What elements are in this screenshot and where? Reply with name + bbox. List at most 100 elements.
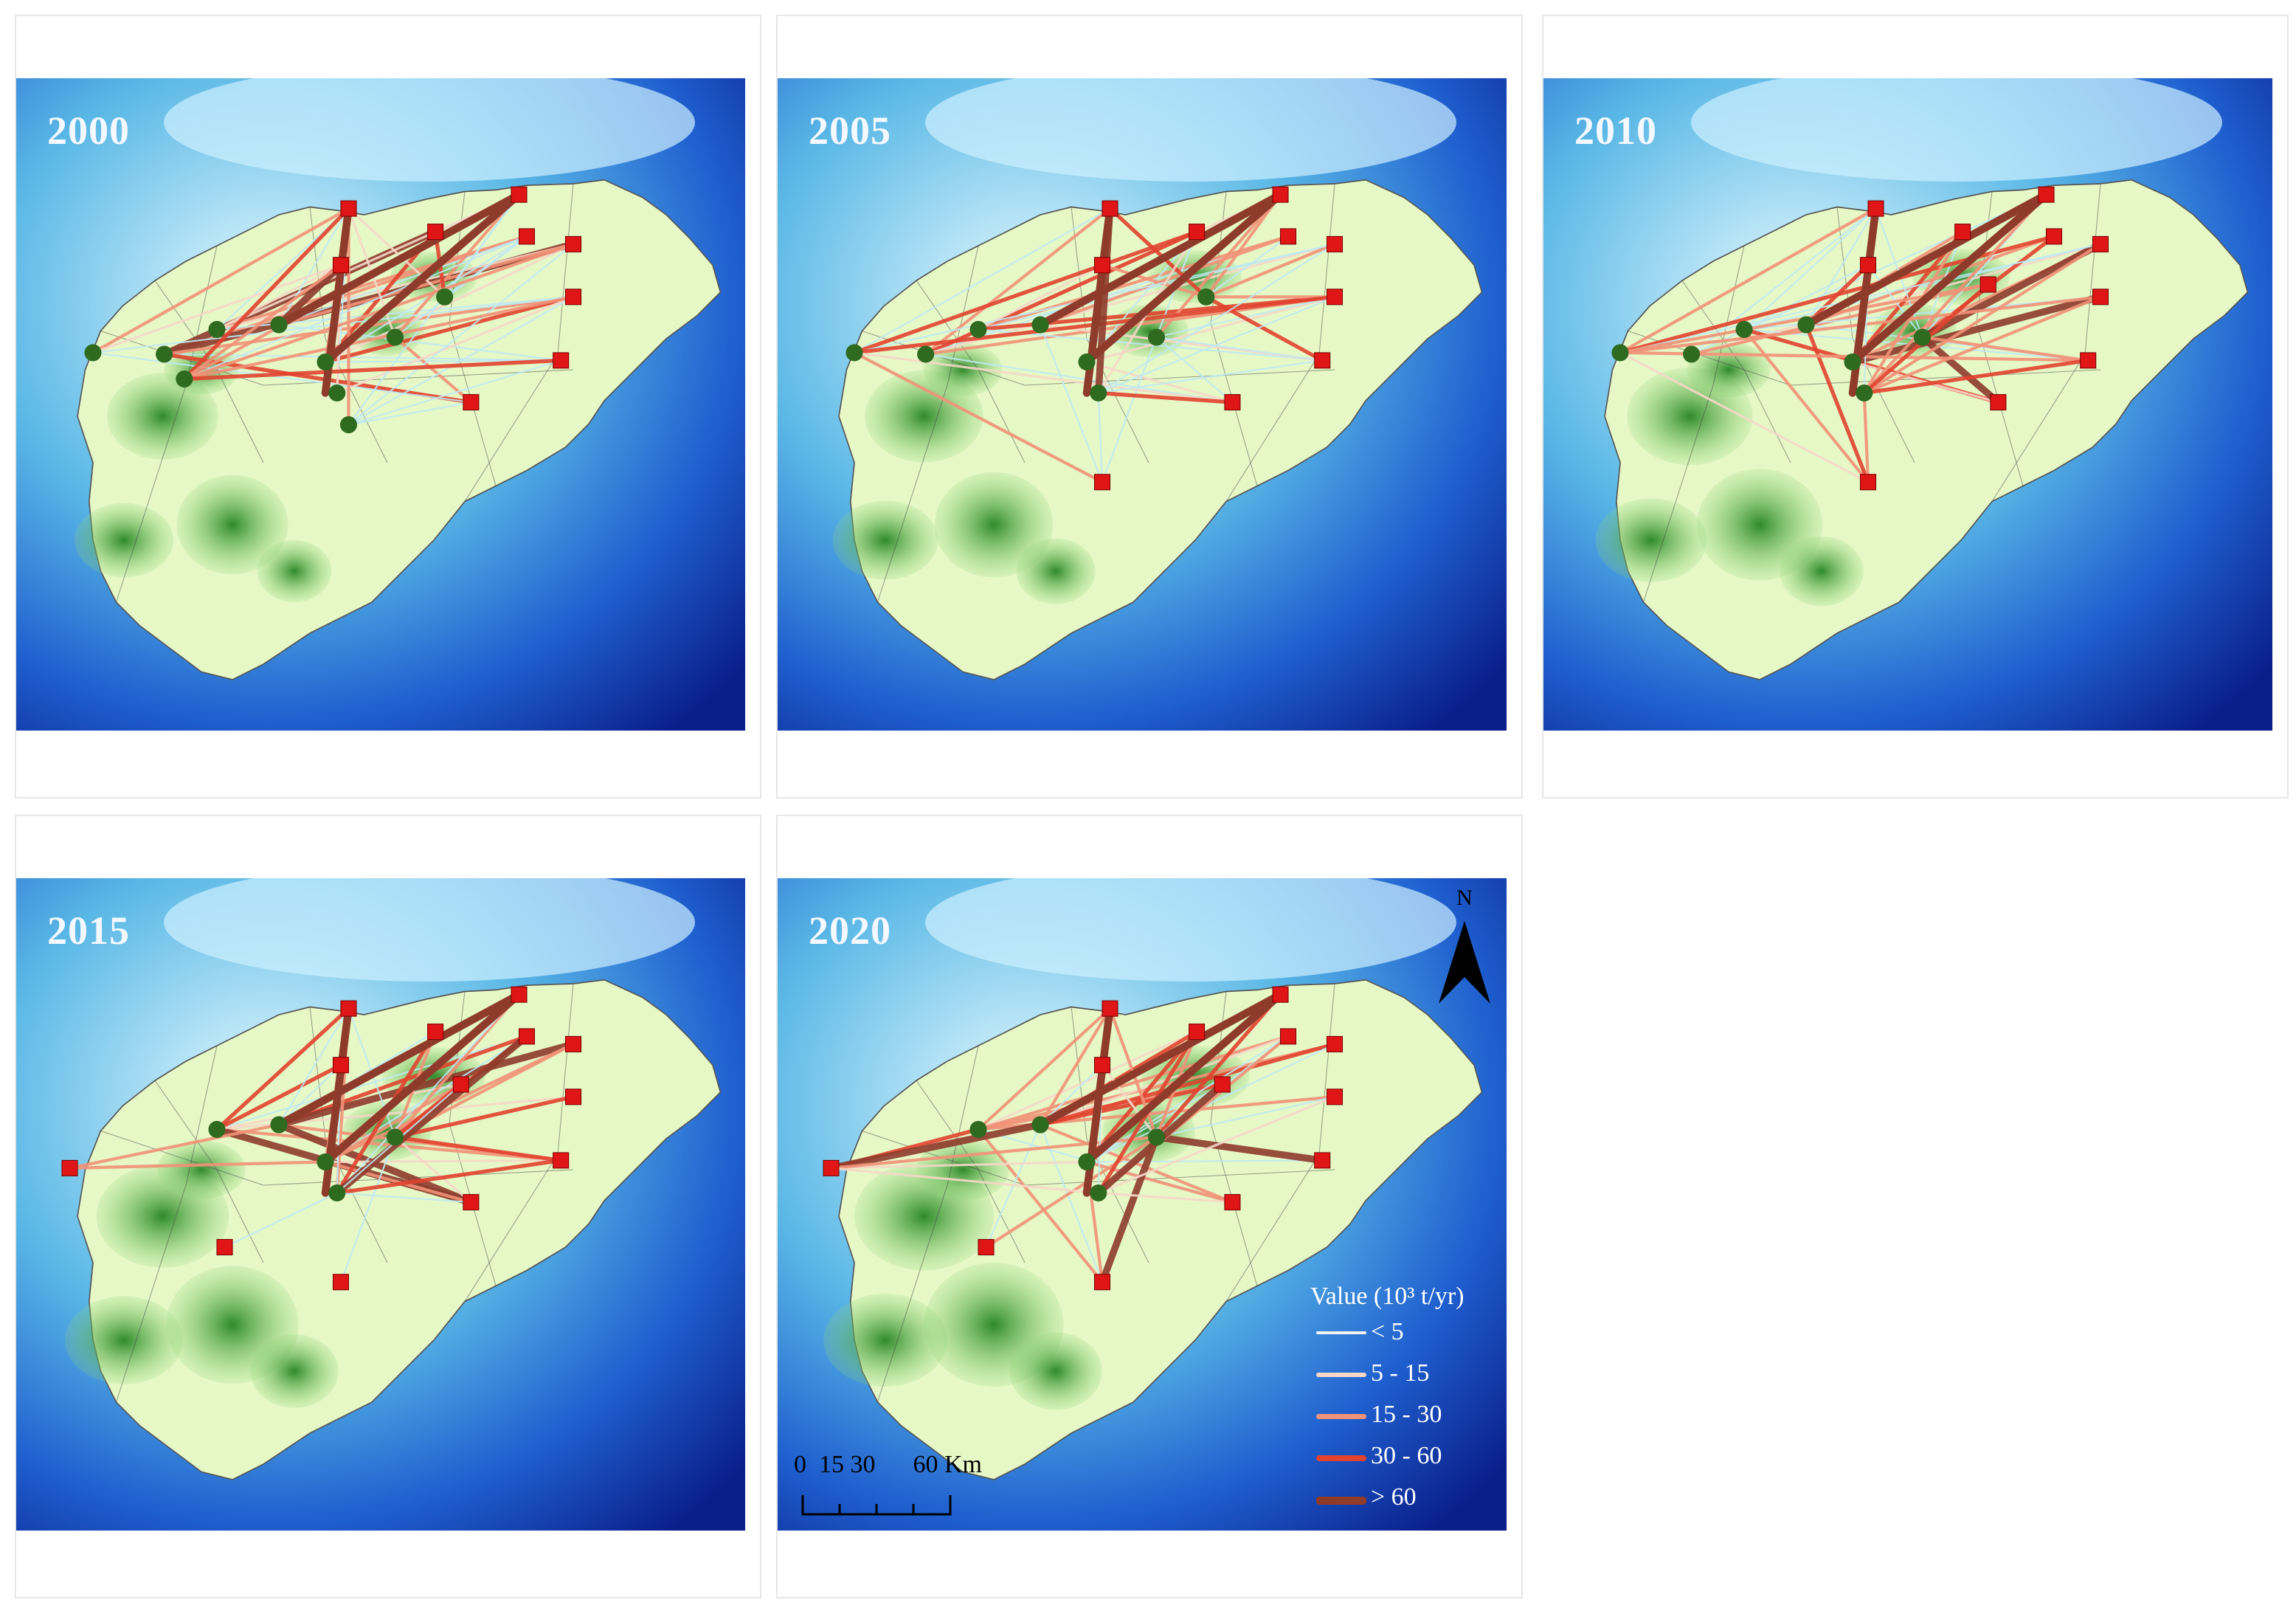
flow-line (1204, 242, 1337, 299)
sink-node (1224, 394, 1241, 411)
source-node (969, 1120, 987, 1138)
forest-patch (832, 500, 938, 580)
flow-line-major (1802, 190, 2050, 329)
flow-line (215, 1035, 528, 1131)
island-map-svg (778, 78, 1507, 731)
legend-line-swatch (1316, 1373, 1366, 1377)
flow-line (182, 263, 343, 381)
flow-line (1619, 351, 1870, 483)
source-node (917, 345, 935, 363)
flow-line (923, 230, 1199, 356)
flow-line (215, 243, 575, 331)
flow-line (215, 1006, 351, 1132)
north-arrow: N (1431, 886, 1498, 1011)
flow-line (91, 207, 350, 354)
source-node (1197, 288, 1215, 306)
sink-node (1990, 394, 2007, 411)
source-node (846, 344, 863, 362)
sink-node (340, 1000, 357, 1017)
sink-node (1867, 200, 1884, 217)
flow-line (1107, 206, 1208, 299)
sink-node (553, 1152, 570, 1169)
flow-line (1085, 1083, 1223, 1163)
flow-line (277, 242, 575, 327)
county-boundary (1210, 191, 1258, 486)
flow-line (277, 207, 350, 326)
flow-line (1039, 1035, 1290, 1126)
forest-patch (257, 540, 332, 602)
county-boundary (1643, 245, 1745, 603)
flow-line (91, 263, 342, 354)
sink-node (1093, 1057, 1111, 1074)
forest-patch (157, 1140, 246, 1199)
panel-card-2005: 2005 (776, 15, 1523, 798)
flow-line (1085, 360, 1234, 404)
sink-node (1859, 257, 1877, 274)
sink-node (1314, 1152, 1331, 1169)
shallow-sea (164, 878, 695, 982)
source-node (1031, 316, 1049, 334)
source-node (1797, 316, 1815, 334)
flow-line (68, 1122, 281, 1170)
flow-line (91, 351, 472, 404)
source-node (386, 328, 404, 346)
sink-node (332, 1057, 350, 1074)
flow-line (1204, 294, 1324, 363)
flow-line (347, 296, 575, 426)
sink-node (823, 1159, 840, 1176)
flow-line (1101, 1063, 1158, 1139)
flow-line (1097, 1191, 1234, 1204)
flow-line (976, 1128, 1104, 1284)
flow-line (1085, 1159, 1324, 1163)
sink-node (2080, 352, 2097, 369)
flow-line (393, 1136, 472, 1204)
flow-line (339, 1136, 396, 1283)
flow-line (182, 295, 575, 381)
source-node (1078, 1153, 1096, 1171)
forest-patch (934, 472, 1054, 578)
sink-node (564, 1035, 582, 1052)
sink-node (1093, 474, 1111, 491)
panel-card-2000: 2000 (15, 15, 761, 798)
source-node (1078, 353, 1096, 371)
map-legend: Value (10³ t/yr) < 5 5 - 15 15 - 30 30 -… (1310, 1284, 1524, 1526)
source-node (84, 344, 102, 362)
north-arrow-label: N (1456, 886, 1473, 910)
sink-node (1102, 1000, 1118, 1017)
flow-line (852, 351, 1104, 484)
flow-line (852, 230, 1199, 355)
sink-node (1279, 228, 1297, 245)
county-boundary (100, 331, 574, 386)
sink-node (1189, 224, 1206, 241)
sink-node (1326, 1089, 1344, 1105)
map-2010: 2010 (1543, 78, 2272, 731)
flow-line-major (1848, 190, 2050, 366)
source-node (328, 384, 346, 402)
source-node (1683, 345, 1701, 363)
sink-node (427, 1024, 444, 1041)
sink-node (1272, 186, 1289, 203)
map-2015: 2015 (16, 878, 745, 1531)
flow-line (976, 1042, 1337, 1131)
flow-line (976, 1035, 1290, 1131)
sink-node (1189, 1024, 1206, 1041)
source-node (1913, 328, 1932, 346)
forest-patch (350, 306, 425, 356)
flow-line (1039, 1124, 1104, 1283)
sink-node (564, 289, 582, 306)
source-node (386, 1128, 404, 1146)
source-node (1090, 1184, 1107, 1202)
source-node (1856, 384, 1873, 402)
legend-item: 30 - 60 (1310, 1443, 1524, 1485)
sink-node (1326, 1035, 1344, 1052)
flow-line (1038, 1042, 1337, 1127)
flow-line (984, 1135, 1158, 1249)
flow-line-major (274, 190, 523, 329)
flow-line (827, 1121, 1044, 1172)
flow-line (1862, 193, 2048, 395)
flow-line (853, 207, 1111, 353)
sink-node (1979, 276, 1996, 293)
flow-line (335, 1158, 563, 1196)
sink-node (518, 1028, 536, 1045)
source-node (1147, 1128, 1166, 1146)
